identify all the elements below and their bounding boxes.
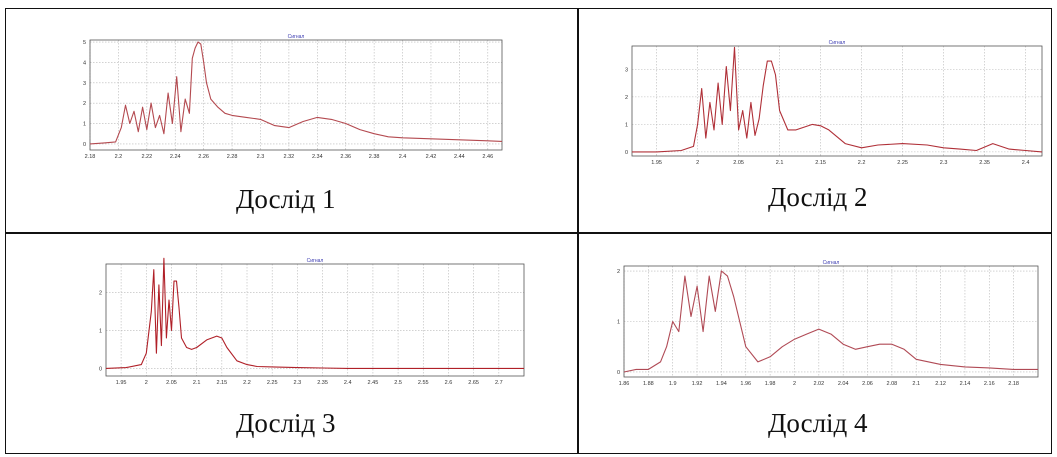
chart-1: Сигнал 2.18 2.2 2.22 2.24 2.26 2.28 2.3 2.32 2.34… bbox=[83, 34, 503, 160]
plot-frame bbox=[623, 265, 1039, 378]
x-tick-label: 2.4 bbox=[399, 154, 407, 160]
x-tick-label: 2.04 bbox=[838, 381, 849, 387]
x-tick-label: 2.1 bbox=[776, 160, 784, 166]
x-tick-label: 2.05 bbox=[733, 160, 744, 166]
chart-3: Сигнал 1.95 2 2.05 2.1 2.15 2.2 2.25 2.3 2.35 2.4 2… bbox=[99, 257, 525, 386]
signal-line bbox=[105, 257, 524, 369]
x-tick-label: 2.32 bbox=[284, 154, 295, 160]
x-tick-label: 2.3 bbox=[940, 160, 948, 166]
plot-frame bbox=[631, 45, 1043, 157]
x-tick-label: 1.95 bbox=[651, 160, 662, 166]
chart-title: Сигнал bbox=[288, 34, 305, 40]
y-tick-label: 2 bbox=[625, 95, 628, 101]
x-tick-label: 2.05 bbox=[166, 380, 177, 386]
x-tick-label: 2.4 bbox=[1022, 160, 1030, 166]
x-tick-label: 2.22 bbox=[141, 154, 152, 160]
plot-frame bbox=[89, 39, 503, 151]
x-tick-label: 2.12 bbox=[935, 381, 946, 387]
x-tick-label: 2 bbox=[696, 160, 699, 166]
x-tick-label: 2.35 bbox=[317, 380, 328, 386]
caption-experiment-4: Дослід 4 bbox=[768, 408, 868, 438]
x-tick-label: 2.16 bbox=[984, 381, 995, 387]
caption-experiment-2: Дослід 2 bbox=[768, 182, 868, 212]
x-tick-label: 2.6 bbox=[445, 380, 453, 386]
x-tick-label: 1.86 bbox=[619, 381, 630, 387]
x-tick-label: 2.65 bbox=[468, 380, 479, 386]
y-tick-label: 5 bbox=[83, 40, 86, 46]
x-tick-label: 2.24 bbox=[170, 154, 181, 160]
x-tick-label: 2.4 bbox=[344, 380, 352, 386]
x-tick-label: 1.9 bbox=[669, 381, 677, 387]
y-tick-label: 3 bbox=[625, 67, 628, 73]
chart-title: Сигнал bbox=[307, 258, 324, 264]
chart-title: Сигнал bbox=[829, 40, 846, 46]
x-tick-label: 2.18 bbox=[1008, 381, 1019, 387]
y-tick-label: 0 bbox=[83, 142, 86, 148]
x-tick-label: 2.25 bbox=[897, 160, 908, 166]
x-tick-label: 1.92 bbox=[692, 381, 703, 387]
x-tick-label: 2.55 bbox=[418, 380, 429, 386]
x-tick-label: 2.3 bbox=[294, 380, 302, 386]
x-tick-label: 2.14 bbox=[960, 381, 971, 387]
y-tick-label: 2 bbox=[617, 269, 620, 275]
signal-line bbox=[632, 46, 1043, 153]
x-tick-label: 2.26 bbox=[198, 154, 209, 160]
y-tick-label: 1 bbox=[625, 122, 628, 128]
x-tick-label: 2.2 bbox=[243, 380, 251, 386]
y-tick-label: 1 bbox=[83, 122, 86, 128]
x-tick-label: 1.98 bbox=[765, 381, 776, 387]
x-tick-label: 2.38 bbox=[369, 154, 380, 160]
x-tick-label: 2.36 bbox=[340, 154, 351, 160]
x-tick-label: 1.95 bbox=[116, 380, 127, 386]
x-tick-label: 2.18 bbox=[85, 154, 96, 160]
y-tick-label: 4 bbox=[83, 60, 86, 66]
x-tick-label: 2.7 bbox=[495, 380, 503, 386]
table-vertical-divider bbox=[577, 8, 579, 454]
y-tick-label: 0 bbox=[99, 366, 102, 372]
x-tick-label: 2.42 bbox=[426, 154, 437, 160]
x-tick-label: 2.2 bbox=[115, 154, 123, 160]
x-tick-label: 2.15 bbox=[216, 380, 227, 386]
x-tick-label: 2.35 bbox=[979, 160, 990, 166]
signal-line bbox=[89, 41, 503, 145]
x-tick-label: 2.34 bbox=[312, 154, 323, 160]
chart-2: Сигнал 1.95 2 2.05 2.1 2.15 2.2 2.25 2.3 2.35 2.4 0… bbox=[625, 40, 1043, 166]
y-tick-label: 2 bbox=[99, 290, 102, 296]
x-tick-label: 2.02 bbox=[813, 381, 824, 387]
x-tick-label: 2.44 bbox=[454, 154, 465, 160]
table-border bbox=[5, 8, 1052, 454]
y-tick-label: 0 bbox=[617, 370, 620, 376]
x-tick-label: 2.45 bbox=[368, 380, 379, 386]
x-tick-label: 2.1 bbox=[193, 380, 201, 386]
y-tick-label: 2 bbox=[83, 101, 86, 107]
x-tick-label: 2.25 bbox=[267, 380, 278, 386]
x-tick-label: 2.46 bbox=[482, 154, 493, 160]
x-tick-label: 2.15 bbox=[815, 160, 826, 166]
x-tick-label: 1.96 bbox=[740, 381, 751, 387]
x-tick-label: 1.94 bbox=[716, 381, 727, 387]
y-tick-label: 0 bbox=[625, 150, 628, 156]
x-tick-label: 2 bbox=[793, 381, 796, 387]
x-tick-label: 2.06 bbox=[862, 381, 873, 387]
y-tick-label: 3 bbox=[83, 81, 86, 87]
x-tick-label: 2.28 bbox=[227, 154, 238, 160]
caption-experiment-3: Дослід 3 bbox=[236, 408, 336, 438]
plot-frame bbox=[105, 263, 525, 377]
y-tick-label: 1 bbox=[617, 320, 620, 326]
signal-line bbox=[623, 270, 1038, 373]
x-tick-label: 2.08 bbox=[887, 381, 898, 387]
x-tick-label: 2.5 bbox=[394, 380, 402, 386]
x-tick-label: 2 bbox=[145, 380, 148, 386]
y-tick-label: 1 bbox=[99, 328, 102, 334]
chart-title: Сигнал bbox=[823, 260, 840, 266]
x-tick-label: 2.3 bbox=[257, 154, 265, 160]
chart-4: Сигнал 1.86 1.88 1.9 1.92 1.94 1.96 1.98 2 2.02 2.… bbox=[617, 260, 1039, 387]
caption-experiment-1: Дослід 1 bbox=[236, 184, 336, 214]
x-tick-label: 2.1 bbox=[912, 381, 920, 387]
x-tick-label: 2.2 bbox=[858, 160, 866, 166]
table-horizontal-divider bbox=[5, 232, 1052, 234]
x-tick-label: 1.88 bbox=[643, 381, 654, 387]
